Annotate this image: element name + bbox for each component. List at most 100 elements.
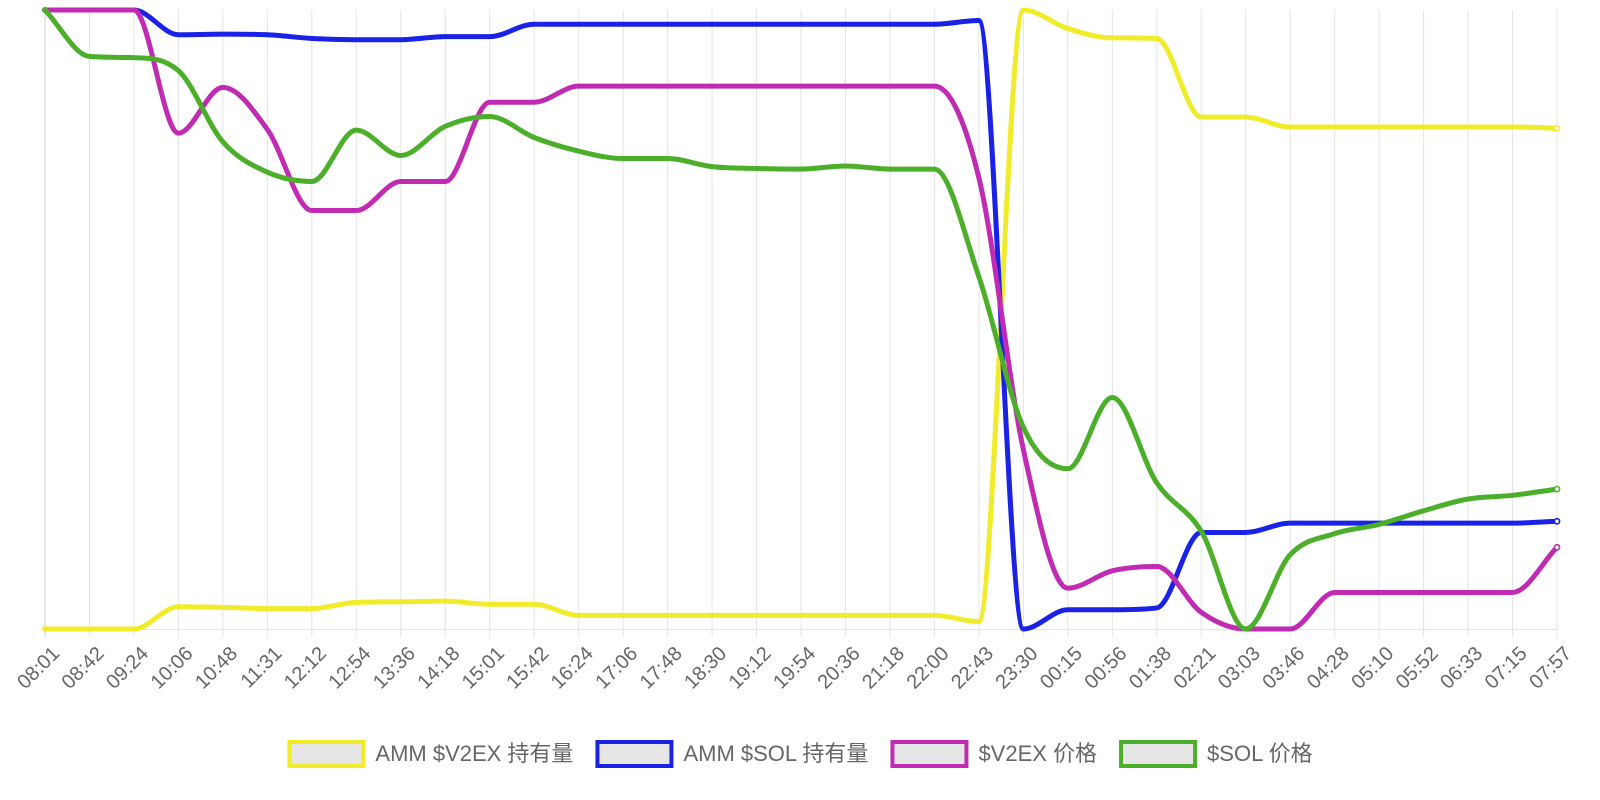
legend-item-1[interactable]: AMM $V2EX 持有量 xyxy=(287,740,573,768)
series-2-point[interactable] xyxy=(1553,517,1561,525)
series-3-point[interactable] xyxy=(1377,590,1382,595)
series-3-point[interactable] xyxy=(1465,590,1471,595)
series-2-point[interactable] xyxy=(309,36,314,41)
series-1-point[interactable] xyxy=(665,613,670,618)
series-3-point[interactable] xyxy=(354,208,359,213)
series-3-point[interactable] xyxy=(1510,590,1515,595)
series-4-point[interactable] xyxy=(932,166,937,172)
series-1-point[interactable] xyxy=(621,613,626,618)
series-2-point[interactable] xyxy=(1110,607,1115,612)
series-4-point[interactable] xyxy=(220,139,225,144)
series-3-point[interactable] xyxy=(1110,568,1115,573)
series-1-point[interactable] xyxy=(87,626,92,632)
series-1-point[interactable] xyxy=(398,599,403,604)
series-1-point[interactable] xyxy=(220,605,225,610)
series-1-point[interactable] xyxy=(1154,36,1159,41)
series-2-point[interactable] xyxy=(265,32,270,37)
series-4-point[interactable] xyxy=(576,149,581,154)
series-2-point[interactable] xyxy=(1421,521,1426,526)
series-1-point[interactable] xyxy=(1510,124,1515,130)
series-1-point[interactable] xyxy=(754,613,759,618)
legend-item-4[interactable]: $SOL 价格 xyxy=(1119,740,1313,768)
series-1-point[interactable] xyxy=(176,604,181,609)
series-2-point[interactable] xyxy=(665,22,670,27)
series-1-point[interactable] xyxy=(354,600,359,605)
series-4-point[interactable] xyxy=(1421,508,1426,513)
series-2-point[interactable] xyxy=(976,18,981,23)
series-4-point[interactable] xyxy=(887,166,893,172)
series-4-point[interactable] xyxy=(443,124,448,129)
series-1-point[interactable] xyxy=(131,626,137,632)
series-1-point[interactable] xyxy=(1110,35,1115,40)
series-1-point[interactable] xyxy=(532,602,537,607)
series-2-point[interactable] xyxy=(1065,607,1070,612)
series-3-point[interactable] xyxy=(1021,447,1026,452)
series-4-point[interactable] xyxy=(709,164,715,169)
series-4-point[interactable] xyxy=(176,68,181,73)
series-1-point[interactable] xyxy=(309,606,314,611)
series-2-point[interactable] xyxy=(754,22,759,27)
series-4-point[interactable] xyxy=(665,156,670,161)
series-1-point[interactable] xyxy=(443,599,448,604)
series-4-point[interactable] xyxy=(398,153,403,158)
series-2-point[interactable] xyxy=(932,22,937,27)
series-4-point[interactable] xyxy=(1377,522,1382,527)
series-4-point[interactable] xyxy=(42,7,48,13)
series-2-point[interactable] xyxy=(1510,521,1515,526)
series-4-point[interactable] xyxy=(532,135,537,140)
series-4-point[interactable] xyxy=(976,274,981,279)
series-2-point[interactable] xyxy=(1154,605,1159,611)
series-3-point[interactable] xyxy=(621,84,626,89)
series-4-point[interactable] xyxy=(354,127,359,133)
series-1-point[interactable] xyxy=(1377,124,1382,130)
series-1-point[interactable] xyxy=(976,619,981,624)
series-4-point[interactable] xyxy=(754,166,759,171)
series-1-point[interactable] xyxy=(42,626,48,632)
series-1-point[interactable] xyxy=(1465,124,1471,130)
series-4-point[interactable] xyxy=(1021,425,1026,430)
series-4-point[interactable] xyxy=(1154,480,1159,486)
series-2-point[interactable] xyxy=(354,37,359,42)
series-1-point[interactable] xyxy=(1288,124,1293,130)
series-2-point[interactable] xyxy=(621,22,626,27)
series-3-point[interactable] xyxy=(487,100,492,105)
series-4-point[interactable] xyxy=(1199,529,1204,534)
series-4-point[interactable] xyxy=(621,156,626,161)
series-3-point[interactable] xyxy=(398,179,403,184)
series-3-point[interactable] xyxy=(754,84,759,89)
series-3-point[interactable] xyxy=(220,85,225,90)
series-2-point[interactable] xyxy=(1021,626,1026,632)
series-3-point[interactable] xyxy=(176,131,181,136)
series-3-point[interactable] xyxy=(798,84,804,89)
series-3-point[interactable] xyxy=(443,179,448,184)
series-4-point[interactable] xyxy=(309,179,314,184)
series-4-point[interactable] xyxy=(1553,485,1561,493)
series-1-point[interactable] xyxy=(1332,124,1337,130)
series-2-point[interactable] xyxy=(487,34,492,39)
series-4-point[interactable] xyxy=(131,55,137,60)
series-4-point[interactable] xyxy=(1332,531,1337,536)
series-3-point[interactable] xyxy=(709,84,715,89)
series-4-point[interactable] xyxy=(1110,395,1115,400)
legend-item-3[interactable]: $V2EX 价格 xyxy=(890,740,1097,768)
series-4-point[interactable] xyxy=(265,170,270,175)
series-4-point[interactable] xyxy=(87,54,92,59)
series-1-point[interactable] xyxy=(798,613,804,618)
series-4-point[interactable] xyxy=(1510,493,1515,498)
series-1-point[interactable] xyxy=(576,613,581,618)
series-3-point[interactable] xyxy=(843,84,848,89)
series-1-point[interactable] xyxy=(887,613,893,618)
series-1-point[interactable] xyxy=(1421,124,1426,130)
series-1-point[interactable] xyxy=(1021,7,1026,13)
series-2-point[interactable] xyxy=(576,22,581,27)
series-2-point[interactable] xyxy=(887,22,893,27)
series-2-point[interactable] xyxy=(1288,521,1293,526)
series-2-point[interactable] xyxy=(443,34,448,39)
series-1-point[interactable] xyxy=(487,602,492,607)
legend-item-2[interactable]: AMM $SOL 持有量 xyxy=(595,740,868,768)
series-3-point[interactable] xyxy=(932,84,937,89)
series-4-point[interactable] xyxy=(798,166,804,172)
series-3-point[interactable] xyxy=(665,84,670,89)
series-1-point[interactable] xyxy=(265,606,270,611)
series-2-point[interactable] xyxy=(532,22,537,27)
